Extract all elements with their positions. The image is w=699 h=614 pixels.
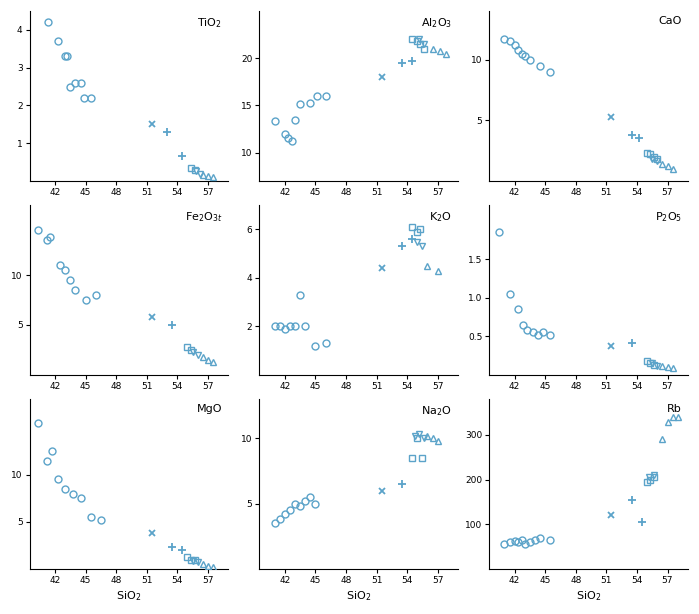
Text: CaO: CaO (658, 16, 682, 26)
Text: K$_2$O: K$_2$O (429, 210, 452, 224)
Text: Rb: Rb (667, 404, 682, 414)
Text: TiO$_2$: TiO$_2$ (197, 16, 222, 30)
Text: Al$_2$O$_3$: Al$_2$O$_3$ (421, 16, 452, 30)
Text: P$_2$O$_5$: P$_2$O$_5$ (655, 210, 682, 224)
Text: MgO: MgO (197, 404, 222, 414)
X-axis label: SiO$_2$: SiO$_2$ (576, 589, 601, 603)
X-axis label: SiO$_2$: SiO$_2$ (346, 589, 371, 603)
Text: Fe$_2$O$_{3t}$: Fe$_2$O$_{3t}$ (185, 210, 222, 224)
X-axis label: SiO$_2$: SiO$_2$ (116, 589, 141, 603)
Text: Na$_2$O: Na$_2$O (421, 404, 452, 418)
